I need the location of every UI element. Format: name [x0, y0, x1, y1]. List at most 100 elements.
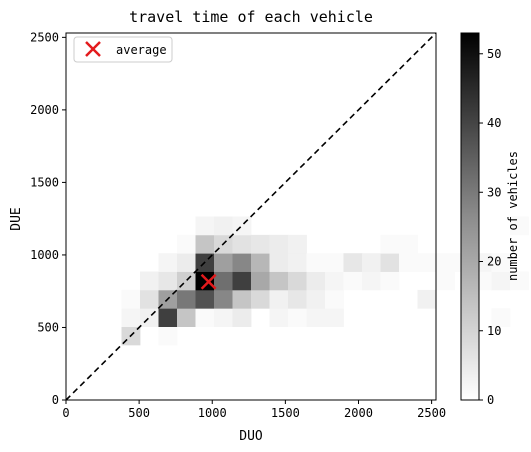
heatmap-bin — [158, 253, 178, 272]
heatmap-bin — [232, 216, 252, 236]
heatmap-bin — [232, 234, 252, 254]
heatmap-bin — [343, 271, 363, 291]
diagonal-reference-line — [65, 32, 437, 401]
heatmap-bin — [510, 271, 529, 291]
y-tick-label: 500 — [37, 320, 59, 334]
x-tick-label: 2500 — [417, 406, 446, 420]
heatmap-bin — [306, 308, 326, 327]
heatmap-bin — [232, 271, 252, 291]
colorbar-tick-label: 30 — [487, 185, 501, 199]
heatmap-bin — [380, 271, 400, 291]
y-axis-ticks: 0 500 1000 1500 2000 2500 — [30, 30, 66, 407]
colorbar-tick-label: 40 — [487, 116, 501, 130]
heatmap-bin — [288, 271, 307, 291]
heatmap-bin — [380, 253, 400, 272]
plot-frame — [65, 32, 437, 401]
heatmap-bin — [195, 216, 215, 236]
y-axis-label: DUE — [9, 207, 24, 230]
x-axis-label: DUO — [239, 429, 263, 444]
x-tick-label: 0 — [62, 406, 69, 420]
heatmap-bin — [436, 253, 455, 272]
heatmap-bin — [195, 271, 215, 291]
heatmap-bin — [232, 308, 252, 327]
heatmap-bin — [491, 308, 511, 327]
colorbar-tick-label: 50 — [487, 47, 501, 61]
x-marker-stroke — [85, 41, 101, 57]
legend-x-marker-icon — [85, 41, 101, 57]
heatmap-bin — [269, 234, 289, 254]
heatmap-bin — [158, 308, 178, 327]
heatmap-bin — [158, 271, 178, 291]
heatmap-bin — [510, 216, 529, 236]
y-tick-label: 2500 — [30, 30, 59, 44]
chart-title: travel time of each vehicle — [129, 8, 373, 26]
heatmap-bin — [177, 253, 196, 272]
heatmap-bin — [251, 289, 270, 309]
heatmap-bin — [214, 271, 233, 291]
colorbar-tick-label: 10 — [487, 324, 501, 338]
y-tick-label: 2000 — [30, 103, 59, 117]
heatmap-bin — [232, 289, 252, 309]
x-tick-label: 500 — [128, 406, 150, 420]
heatmap-bin — [269, 271, 289, 291]
heatmap-bin — [177, 234, 196, 254]
average-marker — [200, 273, 217, 290]
heatmap-bin — [362, 271, 381, 291]
x-tick-label: 1500 — [271, 406, 300, 420]
heatmap-bin — [399, 253, 418, 272]
heatmap-bin — [195, 308, 215, 327]
legend: average — [73, 36, 173, 63]
heatmap-bin — [417, 253, 437, 272]
heatmap-bin — [214, 308, 233, 327]
colorbar-gradient — [460, 32, 480, 401]
heatmap-bin — [380, 234, 400, 254]
heatmap-bin — [288, 253, 307, 272]
colorbar: 0 10 20 30 40 50 number of vehicles — [460, 32, 520, 407]
heatmap-bin — [214, 253, 233, 272]
x-tick-label: 2000 — [344, 406, 373, 420]
heatmap-bin — [195, 289, 215, 309]
heatmap-bin — [399, 234, 418, 254]
heatmap-bin — [491, 271, 511, 291]
heatmap-bin — [325, 308, 344, 327]
heatmap-bin — [140, 271, 159, 291]
heatmap-bin — [491, 253, 511, 272]
colorbar-tick-label: 0 — [487, 393, 494, 407]
heatmap-bin — [251, 234, 270, 254]
heatmap-bin — [177, 308, 196, 327]
heatmap-bin — [306, 253, 326, 272]
heatmap-bin — [251, 271, 270, 291]
colorbar-ticks: 0 10 20 30 40 50 — [479, 47, 501, 407]
legend-label-average: average — [116, 43, 167, 57]
heatmap-bin — [288, 234, 307, 254]
heatmap-bin — [325, 289, 344, 309]
heatmap-bin — [214, 216, 233, 236]
y-tick-label: 0 — [52, 393, 59, 407]
heatmap-bin — [140, 289, 159, 309]
heatmap-bin — [140, 308, 159, 327]
heatmap-bin — [269, 253, 289, 272]
heatmap-bin — [325, 253, 344, 272]
heatmap-bin — [288, 308, 307, 327]
heatmap-bin — [325, 271, 344, 291]
heatmap-bin — [121, 289, 141, 309]
heatmap-bin — [251, 253, 270, 272]
heatmap-bin — [269, 289, 289, 309]
x-tick-label: 1000 — [198, 406, 227, 420]
heatmap-bin — [417, 289, 437, 309]
y-tick-label: 1500 — [30, 175, 59, 189]
heatmap-bin — [214, 289, 233, 309]
heatmap-bin — [362, 253, 381, 272]
colorbar-tick-label: 20 — [487, 255, 501, 269]
heatmap-bin — [343, 253, 363, 272]
heatmap-bin — [177, 289, 196, 309]
heatmap-bin — [158, 326, 178, 346]
heatmap-bin — [306, 271, 326, 291]
x-marker-stroke — [200, 273, 217, 290]
heatmap-bin — [232, 253, 252, 272]
heatmap-bin — [269, 308, 289, 327]
x-axis-ticks: 0 500 1000 1500 2000 2500 — [62, 400, 446, 420]
heatmap-bin — [121, 308, 141, 327]
y-tick-label: 1000 — [30, 248, 59, 262]
